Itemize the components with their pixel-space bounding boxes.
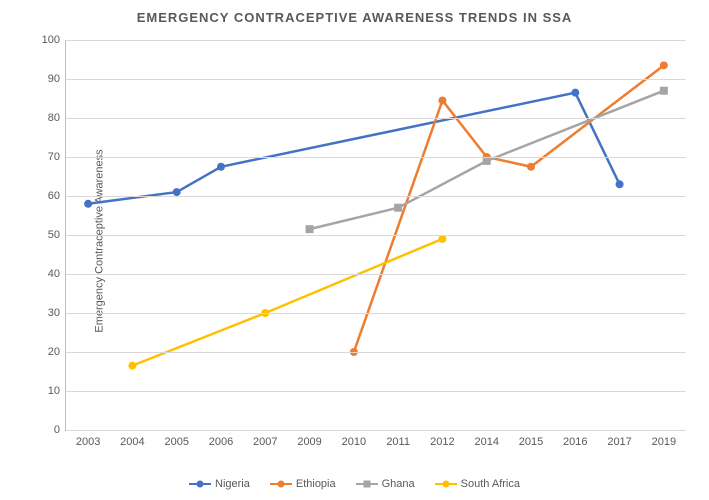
legend-item-nigeria: Nigeria [189,478,250,490]
chart-title: EMERGENCY CONTRACEPTIVE AWARENESS TRENDS… [0,0,709,30]
series-marker-ethiopia [527,163,535,171]
x-tick-label: 2004 [120,430,144,448]
legend-swatch-icon [356,483,378,486]
legend-label: South Africa [461,478,520,490]
legend-item-ethiopia: Ethiopia [270,478,336,490]
plot-area: 0102030405060708090100200320042005200620… [65,40,686,431]
x-tick-label: 2007 [253,430,277,448]
series-marker-nigeria [84,200,92,208]
gridline [66,352,686,353]
legend-swatch-icon [435,483,457,486]
chart-container: EMERGENCY CONTRACEPTIVE AWARENESS TRENDS… [0,0,709,500]
x-tick-label: 2015 [519,430,543,448]
series-marker-ghana [394,204,402,212]
series-marker-ethiopia [660,61,668,69]
x-tick-label: 2016 [563,430,587,448]
legend-label: Ghana [382,478,415,490]
gridline [66,40,686,41]
x-tick-label: 2005 [164,430,188,448]
series-marker-nigeria [217,163,225,171]
gridline [66,274,686,275]
x-tick-label: 2017 [607,430,631,448]
y-tick-label: 40 [48,268,66,280]
x-tick-label: 2009 [297,430,321,448]
series-marker-ghana [660,87,668,95]
gridline [66,313,686,314]
y-tick-label: 0 [54,424,66,436]
legend-marker-icon [277,481,284,488]
legend-marker-icon [442,481,449,488]
x-tick-label: 2006 [209,430,233,448]
series-line-south-africa [132,239,442,366]
series-marker-ghana [483,157,491,165]
x-tick-label: 2003 [76,430,100,448]
y-tick-label: 80 [48,112,66,124]
legend-item-south-africa: South Africa [435,478,520,490]
y-tick-label: 30 [48,307,66,319]
gridline [66,391,686,392]
x-tick-label: 2011 [386,430,410,448]
series-marker-ghana [306,225,314,233]
legend-swatch-icon [270,483,292,486]
legend-label: Nigeria [215,478,250,490]
y-tick-label: 20 [48,346,66,358]
y-tick-label: 10 [48,385,66,397]
series-marker-nigeria [571,89,579,97]
x-tick-label: 2014 [474,430,498,448]
series-marker-ethiopia [438,96,446,104]
gridline [66,157,686,158]
x-tick-label: 2012 [430,430,454,448]
y-tick-label: 60 [48,190,66,202]
legend-swatch-icon [189,483,211,486]
gridline [66,196,686,197]
y-tick-label: 90 [48,73,66,85]
gridline [66,79,686,80]
series-marker-south-africa [128,362,136,370]
series-marker-south-africa [438,235,446,243]
x-tick-label: 2019 [652,430,676,448]
legend: Nigeria Ethiopia Ghana South Africa [0,478,709,490]
y-tick-label: 100 [42,34,66,46]
series-marker-nigeria [616,180,624,188]
gridline [66,118,686,119]
gridline [66,235,686,236]
y-tick-label: 70 [48,151,66,163]
legend-marker-icon [197,481,204,488]
x-tick-label: 2010 [342,430,366,448]
legend-marker-icon [363,481,370,488]
legend-item-ghana: Ghana [356,478,415,490]
series-marker-nigeria [173,188,181,196]
y-tick-label: 50 [48,229,66,241]
legend-label: Ethiopia [296,478,336,490]
series-line-nigeria [88,93,619,204]
gridline [66,430,686,431]
